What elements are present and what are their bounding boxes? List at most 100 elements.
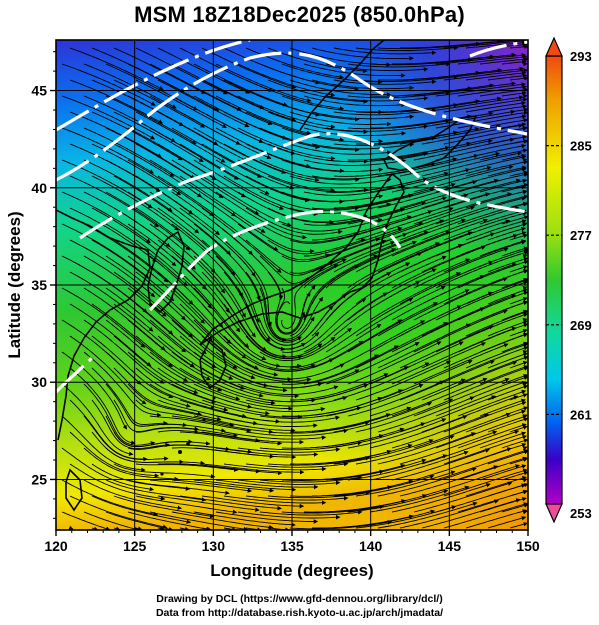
streamline xyxy=(509,329,528,337)
streamline xyxy=(457,114,527,129)
streamline xyxy=(245,79,345,111)
streamline xyxy=(377,359,473,401)
streamline xyxy=(237,223,330,261)
streamline xyxy=(465,443,527,465)
streamline xyxy=(303,254,378,321)
streamline xyxy=(267,271,306,335)
streamline xyxy=(171,511,274,530)
streamline xyxy=(311,272,392,337)
streamline xyxy=(215,223,284,300)
streamline xyxy=(303,389,403,417)
streamline xyxy=(377,467,477,497)
streamline xyxy=(69,463,166,501)
streamline xyxy=(267,293,347,346)
streamline xyxy=(421,206,520,241)
streamline xyxy=(501,184,527,193)
x-tick-label: 130 xyxy=(202,538,226,554)
streamline xyxy=(135,239,212,309)
map-title: MSM 18Z18Dec2025 (850.0hPa) xyxy=(134,2,465,27)
streamline xyxy=(171,479,275,493)
streamline xyxy=(465,409,527,433)
streamline xyxy=(179,79,273,126)
streamline xyxy=(237,127,336,161)
streamline xyxy=(501,91,527,97)
streamline xyxy=(83,287,166,351)
streamline xyxy=(413,277,508,321)
streamline xyxy=(391,342,486,385)
streamline xyxy=(377,432,476,465)
streamline xyxy=(501,438,528,449)
streamline xyxy=(105,351,191,408)
streamline xyxy=(83,127,175,177)
streamline xyxy=(69,303,152,367)
streamline xyxy=(245,461,349,468)
x-tick-label: 150 xyxy=(516,538,540,554)
streamline xyxy=(281,298,367,353)
streamline xyxy=(105,95,197,145)
streamline xyxy=(391,245,486,289)
streamline xyxy=(347,171,449,193)
streamline xyxy=(509,76,528,81)
streamline xyxy=(413,219,511,257)
streamline xyxy=(113,303,195,368)
streamline xyxy=(201,431,305,445)
streamline xyxy=(465,219,527,241)
y-tick-label: 45 xyxy=(31,83,47,99)
streamline xyxy=(311,319,403,369)
streamline xyxy=(413,52,517,65)
streamline xyxy=(267,340,364,372)
streamline xyxy=(443,269,528,305)
streamline xyxy=(113,463,216,479)
streamline xyxy=(171,351,264,398)
streamline xyxy=(245,428,349,437)
streamline xyxy=(281,191,384,202)
streamline xyxy=(303,158,407,166)
streamline xyxy=(223,431,327,440)
streamline xyxy=(127,223,207,290)
streamline xyxy=(377,180,478,209)
streamline xyxy=(135,463,239,472)
streamline xyxy=(421,123,523,145)
streamline xyxy=(311,443,413,465)
streamline xyxy=(325,240,417,289)
streamline xyxy=(312,215,412,241)
streamline xyxy=(201,495,305,509)
x-tick-label: 140 xyxy=(359,538,383,554)
streamline xyxy=(61,415,146,473)
streamline xyxy=(377,126,480,145)
streamline xyxy=(281,159,384,173)
streamline xyxy=(443,502,528,529)
streamline xyxy=(127,479,230,496)
streamline xyxy=(237,415,340,423)
streamline xyxy=(276,285,316,334)
streamline xyxy=(171,319,256,380)
streamline xyxy=(113,175,200,234)
streamline xyxy=(347,418,447,449)
streamline xyxy=(149,191,231,256)
streamline xyxy=(223,495,327,505)
streamline xyxy=(157,303,238,369)
streamline xyxy=(465,343,528,369)
colorbar-body xyxy=(545,55,563,505)
streamline xyxy=(68,525,74,530)
streamline xyxy=(157,430,260,443)
y-axis-title: Latitude (degrees) xyxy=(5,211,24,358)
streamline xyxy=(377,205,476,241)
streamline xyxy=(135,367,229,412)
streamline xyxy=(179,111,272,160)
streamline xyxy=(135,495,238,515)
streamline xyxy=(325,151,429,163)
streamline xyxy=(61,95,156,140)
streamline xyxy=(105,319,189,382)
streamline xyxy=(127,319,211,381)
x-tick-label: 125 xyxy=(123,538,147,554)
streamline xyxy=(391,83,495,97)
streamline xyxy=(311,232,408,273)
streamline xyxy=(487,417,528,433)
streamline xyxy=(509,296,528,305)
streamline xyxy=(267,455,371,466)
streamline xyxy=(157,175,242,236)
streamline xyxy=(215,447,319,457)
y-tick-label: 35 xyxy=(31,277,47,293)
colorbar-label: 277 xyxy=(570,228,592,243)
